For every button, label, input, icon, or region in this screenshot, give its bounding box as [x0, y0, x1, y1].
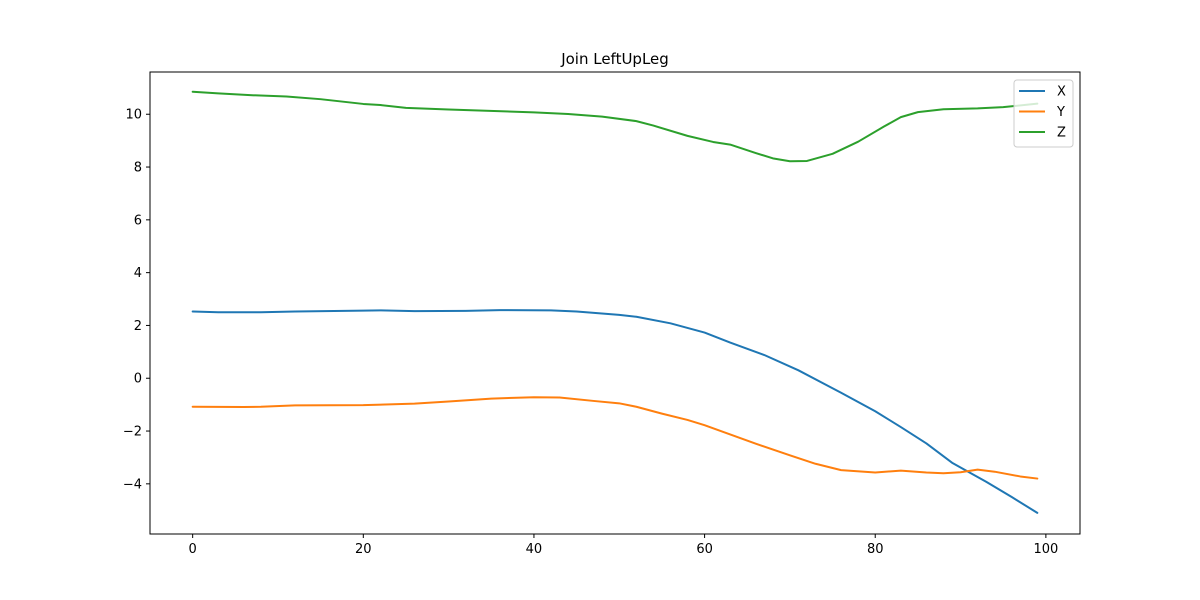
series-line-x: [191, 309, 1039, 514]
legend-label-x: X: [1057, 85, 1066, 100]
legend: XYZ: [1013, 79, 1074, 148]
x-tick-label: 60: [696, 542, 713, 557]
x-tick-label: 100: [1033, 542, 1058, 557]
plot-lines: [191, 90, 1039, 514]
y-tick-label: 4: [134, 266, 142, 281]
plot-frame: [149, 71, 1081, 535]
y-tick-label: −2: [123, 425, 142, 440]
y-axis-ticks: −4 −2 0 2 4 6 8 10: [123, 108, 150, 492]
chart-title: Join LeftUpLeg: [560, 50, 669, 68]
x-tick-label: 40: [526, 542, 543, 557]
x-tick-label: 0: [189, 542, 197, 557]
legend-box: [1013, 79, 1074, 148]
series-line-z: [191, 90, 1039, 163]
y-tick-label: 8: [134, 161, 142, 176]
legend-label-y: Y: [1056, 105, 1065, 120]
y-tick-label: 10: [125, 108, 142, 123]
y-tick-label: 2: [134, 319, 142, 334]
x-tick-label: 20: [355, 542, 372, 557]
x-tick-label: 80: [867, 542, 884, 557]
x-axis-ticks: 0 20 40 60 80 100: [189, 534, 1058, 557]
y-tick-label: 6: [134, 213, 142, 228]
legend-label-z: Z: [1057, 126, 1066, 141]
y-tick-label: 0: [134, 372, 142, 387]
series-line-y: [191, 396, 1039, 480]
y-tick-label: −4: [123, 477, 142, 492]
